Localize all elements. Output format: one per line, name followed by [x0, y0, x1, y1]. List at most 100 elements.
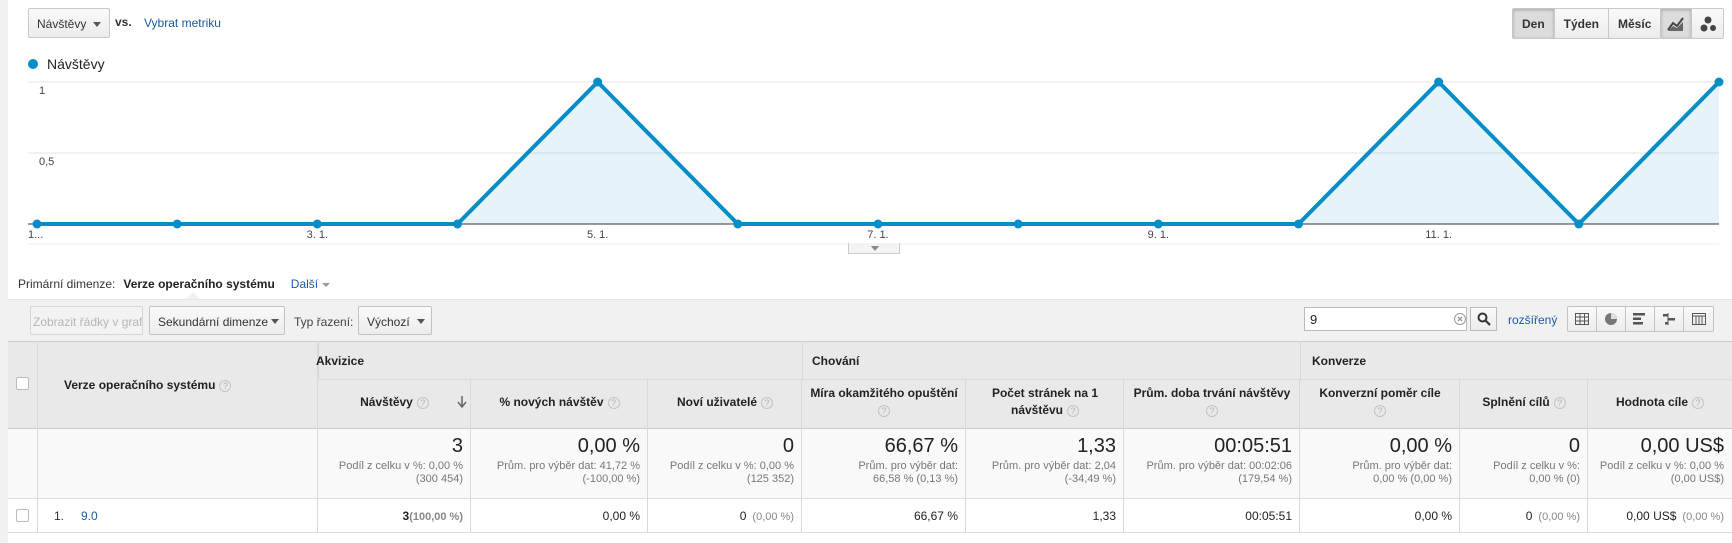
dimension-header[interactable]: Verze operačního systému?: [64, 377, 232, 394]
x-tick-label: 7. 1.: [867, 229, 888, 241]
total-subtext: Prům. pro výběr dat: 00:02:06 (179,54 %): [1146, 460, 1292, 485]
data-table: Verze operačního systému? Akvizice Chová…: [8, 341, 1732, 543]
dimension-column: [38, 341, 318, 533]
data-point: [873, 219, 883, 229]
expand-chart-tab[interactable]: [848, 243, 900, 254]
row-new-users: 0 (0,00 %): [648, 341, 802, 541]
header-bounce-rate[interactable]: Míra okamžitého opuštění?: [806, 385, 962, 419]
totals-bounce-rate: 66,67 % Prům. pro výběr dat: 66,58 % (0,…: [802, 341, 966, 541]
data-point: [733, 219, 743, 229]
data-point: [1574, 219, 1584, 229]
header-goal-completions[interactable]: Splnění cílů?: [1460, 394, 1588, 411]
row-value: 0 (0,00 %): [740, 509, 794, 523]
header-goal-conv-rate[interactable]: Konverzní poměr cíle?: [1304, 385, 1456, 419]
checkbox-column: [8, 341, 38, 533]
data-point: [1153, 219, 1163, 229]
x-tick-label: 9. 1.: [1148, 229, 1169, 241]
group-behavior: Chování: [812, 354, 860, 368]
motion-chart-button[interactable]: [1692, 9, 1723, 38]
view-data-button[interactable]: [1568, 307, 1597, 331]
row-bounce-rate: 66,67 %: [802, 341, 966, 541]
total-value: 0,00 %: [577, 435, 640, 457]
view-pivot-button[interactable]: [1684, 307, 1713, 331]
header-visits[interactable]: Návštěvy?: [318, 394, 471, 411]
row-checkbox[interactable]: [16, 509, 29, 522]
header-new-visits-pct-label: % nových návštěv: [499, 395, 604, 409]
row-dimension-link[interactable]: 9.0: [81, 509, 98, 523]
vs-label: vs.: [115, 15, 132, 29]
total-subtext: Prům. pro výběr dat: 0,00 % (0,00 %): [1352, 460, 1452, 485]
total-value: 00:05:51: [1214, 435, 1292, 457]
period-week-button[interactable]: Týden: [1554, 9, 1610, 38]
select-all-checkbox[interactable]: [16, 377, 29, 390]
period-day-button[interactable]: Den: [1513, 9, 1555, 38]
sort-type-select[interactable]: Výchozí: [358, 306, 432, 335]
total-subtext: Prům. pro výběr dat: 41,72 % (-100,00 %): [496, 460, 640, 485]
total-value: 0: [1568, 435, 1580, 457]
total-subtext: Podíl z celku v %: 0,00 % (0,00 US$): [1599, 460, 1724, 485]
total-subtext: Prům. pro výběr dat: 66,58 % (0,13 %): [858, 460, 958, 485]
help-icon[interactable]: ?: [1553, 396, 1566, 409]
col-new-visits-pct: [471, 379, 648, 533]
chevron-down-icon: [93, 22, 101, 27]
data-point: [1013, 219, 1023, 229]
totals-new-users: 0 Podíl z celku v %: 0,00 % (125 352): [648, 341, 802, 541]
metric-select-label: Návštěvy: [37, 17, 87, 31]
metric-select[interactable]: Návštěvy: [28, 8, 110, 38]
totals-goal-value: 0,00 US$ Podíl z celku v %: 0,00 % (0,00…: [1588, 341, 1732, 541]
secondary-dimension-select[interactable]: Sekundární dimenze: [149, 306, 285, 335]
x-tick-label: 5. 1.: [587, 229, 608, 241]
header-avg-duration[interactable]: Prům. doba trvání návštěvy?: [1128, 385, 1296, 419]
search-button[interactable]: [1470, 307, 1497, 331]
y-tick-label: 0,5: [39, 156, 54, 168]
plot-rows-button[interactable]: Zobrazit řádky v grafu: [30, 306, 143, 335]
header-new-users-label: Noví uživatelé: [676, 395, 758, 409]
legend-dot-icon: [28, 59, 38, 69]
primary-dimension-current[interactable]: Verze operačního systému: [123, 277, 275, 291]
totals-pages-per-visit: 1,33 Prům. pro výběr dat: 2,04 (-34,49 %…: [966, 341, 1124, 541]
clear-search-icon[interactable]: [1454, 313, 1466, 325]
row-visits: 3(100,00 %): [318, 341, 471, 541]
view-performance-button[interactable]: [1626, 307, 1655, 331]
row-value: 0,00 %: [602, 509, 640, 523]
header-goal-value[interactable]: Hodnota cíle?: [1588, 394, 1732, 411]
view-comparison-button[interactable]: [1655, 307, 1684, 331]
sort-type-value: Výchozí: [367, 315, 410, 329]
view-percentage-button[interactable]: [1597, 307, 1626, 331]
help-icon[interactable]: ?: [607, 396, 620, 409]
table-search-input[interactable]: 9: [1304, 307, 1467, 331]
header-bounce-rate-label: Míra okamžitého opuštění: [810, 386, 958, 400]
row-value: 00:05:51: [1245, 509, 1292, 523]
data-point: [32, 219, 42, 229]
help-icon[interactable]: ?: [416, 396, 429, 409]
total-subtext: Podíl z celku v %: 0,00 % (125 352): [669, 460, 794, 485]
help-icon[interactable]: ?: [219, 379, 232, 392]
help-icon[interactable]: ?: [1692, 396, 1704, 409]
header-new-visits-pct[interactable]: % nových návštěv?: [471, 394, 648, 411]
col-bounce-rate: [802, 379, 966, 533]
choose-metric-link[interactable]: Vybrat metriku: [144, 16, 221, 30]
row-value-number: 0,00 US$: [1626, 509, 1677, 523]
help-icon[interactable]: ?: [878, 404, 890, 417]
table-row: [8, 499, 1732, 533]
help-icon[interactable]: ?: [761, 396, 774, 409]
primary-dimension-label: Primární dimenze:: [18, 277, 116, 291]
help-icon[interactable]: ?: [1067, 404, 1080, 417]
more-dimensions-link[interactable]: Další: [291, 277, 331, 291]
row-value-number: 0: [739, 509, 747, 523]
help-icon[interactable]: ?: [1374, 404, 1386, 417]
bars-icon: [1633, 313, 1645, 325]
header-pages-per-visit[interactable]: Počet stránek na 1 návštěvu?: [976, 385, 1114, 419]
period-month-button[interactable]: Měsíc: [1609, 9, 1661, 38]
line-chart-button[interactable]: [1661, 9, 1692, 38]
header-goal-value-label: Hodnota cíle: [1615, 395, 1688, 409]
totals-row: [8, 429, 1732, 499]
header-new-users[interactable]: Noví uživatelé?: [648, 394, 802, 411]
help-icon[interactable]: ?: [1206, 404, 1218, 417]
totals-visits: 3 Podíl z celku v %: 0,00 % (300 454): [318, 341, 471, 541]
data-point: [1294, 219, 1303, 229]
advanced-filter-link[interactable]: rozšířený: [1508, 313, 1558, 327]
row-new-visits-pct: 0,00 %: [471, 341, 648, 541]
x-tick-label: 1...: [28, 229, 43, 241]
chevron-down-icon: [322, 282, 331, 287]
